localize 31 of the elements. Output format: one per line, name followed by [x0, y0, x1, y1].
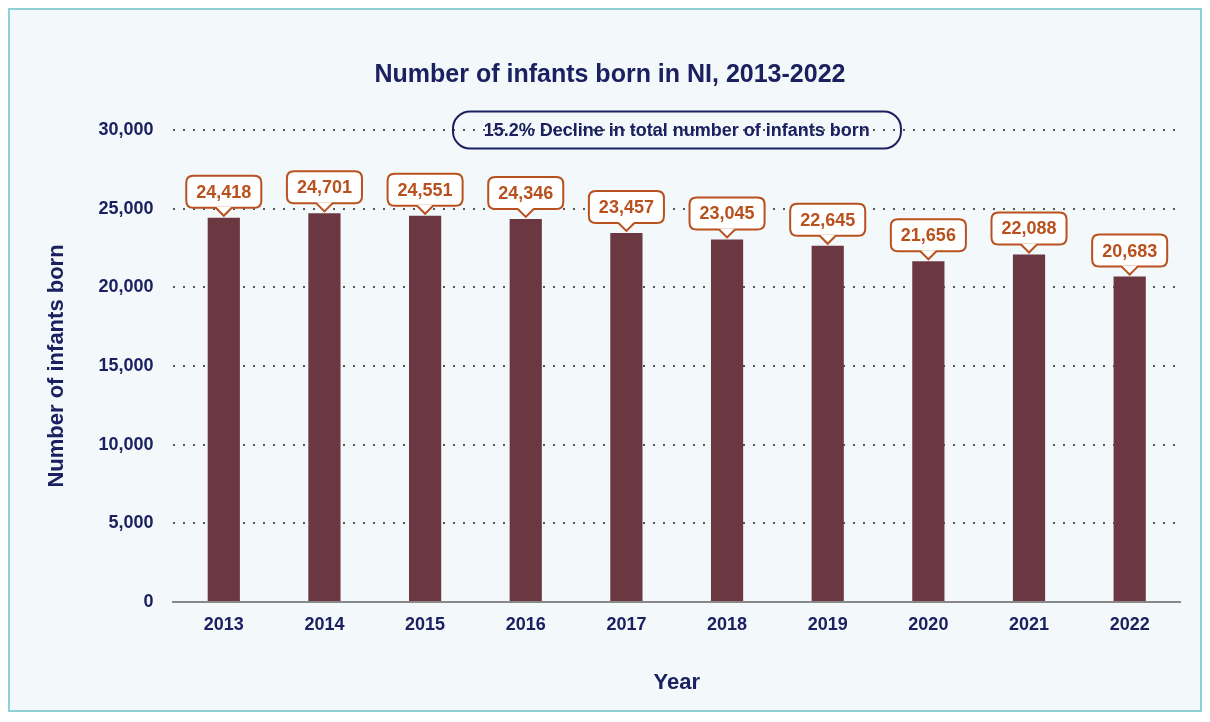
y-tick-label: 15,000	[98, 354, 154, 375]
data-label: 24,701	[296, 177, 352, 198]
x-tick-label: 2014	[304, 613, 345, 634]
y-tick-label: 5,000	[108, 512, 154, 533]
x-tick-label: 2020	[908, 613, 949, 634]
data-label: 23,045	[699, 203, 755, 224]
data-label: 21,656	[900, 225, 956, 246]
data-label: 23,457	[598, 196, 654, 217]
y-tick-label: 20,000	[98, 276, 154, 297]
data-label: 24,418	[196, 181, 252, 202]
x-axis-title: Year	[653, 668, 701, 694]
data-label: 22,088	[1001, 218, 1057, 239]
y-tick-label: 0	[143, 590, 154, 611]
x-tick-label: 2019	[807, 613, 848, 634]
data-label: 20,683	[1102, 240, 1158, 261]
x-tick-label: 2021	[1008, 613, 1050, 634]
chart-title: Number of infants born in NI, 2013-2022	[374, 58, 846, 87]
data-label: 24,551	[397, 179, 453, 200]
x-tick-label: 2013	[203, 613, 244, 634]
x-tick-label: 2015	[405, 613, 446, 634]
x-tick-label: 2017	[606, 613, 647, 634]
y-tick-label: 10,000	[98, 433, 154, 454]
data-label: 24,346	[498, 182, 554, 203]
data-label: 22,645	[800, 209, 856, 230]
x-tick-label: 2018	[707, 613, 748, 634]
y-tick-label: 25,000	[98, 197, 154, 218]
y-axis-title: Number of infants born	[43, 244, 69, 488]
y-tick-label: 30,000	[98, 118, 154, 139]
x-tick-label: 2016	[505, 613, 546, 634]
annotation: 15.2% Decline in total number of infants born	[451, 110, 902, 150]
x-tick-label: 2022	[1109, 613, 1150, 634]
